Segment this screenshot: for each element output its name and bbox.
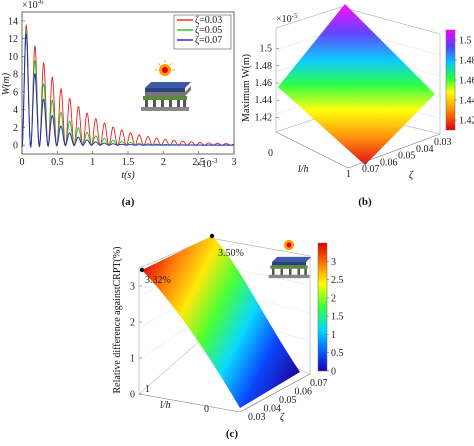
panel-b-zeta-ticks: 0.070.060.050.040.03 (362, 137, 452, 175)
panel-b-surface (278, 4, 435, 165)
panel-a-caption: (a) (122, 196, 135, 208)
panel-b-colorbar-tick-label: 1.46 (459, 76, 474, 87)
panel-c-z-tick-label: 1 (130, 354, 135, 365)
panel-c-colorbar-tick-label: 1 (331, 330, 336, 341)
panel-b-lh-tick: 1 (346, 169, 351, 180)
panel-b-axis-lines (275, 131, 441, 169)
panel-b-colorbar-ticks: 1.42 1.44 1.46 1.48 1.5 (455, 36, 474, 127)
panel-a-y-tick-label: 4 (13, 105, 18, 116)
panel-b-z-tick-label: 1.42 (255, 112, 273, 123)
panel-c-lh-tick: 1 (145, 384, 150, 395)
panel-c-z-tick-label: 0 (130, 390, 135, 401)
panel-a-y-tick-label: 14 (8, 16, 18, 27)
panel-b-z-tick-label: 1.46 (255, 78, 273, 89)
panel-a-y-tick-label: 8 (13, 70, 18, 81)
panel-c-colorbar-tick-label: 2 (331, 293, 336, 304)
panel-a-y-ticks: 0 2 4 6 8 10 12 14 (8, 16, 25, 152)
panel-c-x-axis-label: l/h (160, 400, 171, 411)
panel-b-z-tick-label: 1.5 (260, 44, 273, 55)
panel-a-legend-label: ζ=0.07 (195, 35, 222, 46)
panel-c-z-ticks: 0 1 2 3 (130, 282, 142, 401)
panel-b-zeta-tick-label: 0.04 (416, 144, 434, 155)
panel-b-colorbar-tick-label: 1.5 (459, 36, 472, 47)
panel-a-x-ticks: 0 0.5 1 1.5 2 2.5 3 (20, 151, 237, 168)
panel-b-y-axis-label: ζ (409, 170, 414, 181)
panel-c-annotation-point-2 (209, 233, 215, 239)
panel-a-y-tick-label: 6 (13, 87, 18, 98)
panel-c-colorbar-tick-label: 1.5 (331, 312, 344, 323)
panel-c-z-axis-label: Relative difference againstCRPT(%) (112, 247, 123, 394)
panel-a-legend-label: ζ=0.03 (195, 15, 222, 26)
nanostructure-icon (268, 239, 312, 279)
panel-c-colorbar-tick-label: 0 (331, 367, 336, 378)
panel-b-z-axis-label: Maximum W(m) (241, 54, 252, 122)
panel-c-zeta-tick-label: 0.03 (248, 412, 266, 423)
panel-b-colorbar-tick-label: 1.48 (459, 56, 474, 67)
panel-a-x-exponent: ×10-3 (196, 157, 218, 170)
panel-c-colorbar (317, 242, 328, 372)
panel-b-zeta-tick-label: 0.07 (362, 164, 380, 175)
panel-c-colorbar-tick-label: 2.5 (331, 275, 344, 286)
panel-c-annotation-2: 3.50% (218, 248, 244, 259)
panel-a-y-exponent: ×10-6 (22, 0, 44, 11)
panel-c-annotation-1: 3.32% (145, 275, 171, 286)
panel-c-zeta-ticks: 0.030.040.050.060.07 (248, 378, 328, 423)
panel-a-series-line (21, 33, 234, 148)
panel-a-y-tick-label: 10 (8, 52, 18, 63)
panel-c-zeta-tick-label: 0.06 (295, 387, 313, 398)
panel-b-lh-tick: 0 (268, 148, 273, 159)
panel-a-x-tick-label: 1.5 (122, 157, 135, 168)
panel-b-colorbar-tick-label: 1.42 (459, 116, 474, 127)
panel-a-y-axis-label: W(m) (1, 72, 12, 95)
panel-b-zeta-tick-label: 0.05 (398, 151, 416, 162)
panel-c-colorbar-tick-label: 0.5 (331, 348, 344, 359)
panel-b-colorbar-tick-label: 1.44 (459, 96, 474, 107)
panel-a: 0 2 4 6 8 10 12 14 0 0.5 1 1.5 2 2.5 3 ×10-6 ×10-3 W(… (1, 0, 237, 208)
panel-a-legend: ζ=0.03ζ=0.05ζ=0.07 (173, 14, 232, 50)
panel-b-z-tick-label: 1.48 (255, 61, 273, 72)
panel-a-series-group (21, 23, 235, 149)
panel-b-z-ticks: 1.42 1.44 1.46 1.48 1.5 (255, 44, 279, 123)
panel-c-caption: (c) (226, 428, 239, 440)
panel-a-y-tick-label: 2 (13, 123, 18, 134)
panel-b-zeta-tick-label: 0.06 (380, 157, 398, 168)
panel-a-y-tick-label: 0 (13, 141, 18, 152)
panel-b-colorbar (445, 29, 456, 131)
panel-a-x-tick-label: 0 (20, 157, 25, 168)
panel-b: 1.42 1.44 1.46 1.48 1.5 0.070.060.050.040.03… (241, 4, 474, 208)
panel-a-x-tick-label: 1 (90, 157, 95, 168)
nanostructure-icon (141, 60, 191, 111)
panel-a-x-tick-label: 3 (232, 157, 237, 168)
panel-c-zeta-tick-label: 0.07 (310, 378, 328, 389)
panel-b-caption: (b) (358, 196, 372, 208)
panel-c-zeta-tick-label: 0.05 (279, 395, 297, 406)
panel-c-colorbar-tick-label: 3 (331, 257, 336, 268)
panel-c-colorbar-ticks: 0 0.5 1 1.5 2 2.5 3 (327, 257, 344, 378)
panel-a-legend-label: ζ=0.05 (195, 25, 222, 36)
panel-a-y-tick-label: 12 (8, 34, 18, 45)
panel-a-x-tick-label: 2.5 (192, 157, 205, 168)
panel-c-axis-lines (138, 373, 311, 413)
panel-b-x-axis-label: l/h (298, 164, 309, 175)
panel-a-x-tick-label: 2 (161, 157, 166, 168)
panel-c-annotation-point-1 (139, 267, 145, 273)
panel-b-zeta-tick-label: 0.03 (434, 137, 452, 148)
panel-b-z-exponent: ×10-5 (276, 12, 298, 25)
panel-c-lh-tick: 0 (204, 404, 209, 415)
panel-a-x-tick-label: 0.5 (51, 157, 64, 168)
panel-c-z-tick-label: 3 (130, 282, 135, 293)
panel-c-z-tick-label: 2 (130, 318, 135, 329)
panel-b-z-tick-label: 1.44 (255, 95, 273, 106)
panel-c-zeta-tick-label: 0.04 (264, 404, 282, 415)
panel-c-surface (142, 236, 300, 408)
panel-c-y-axis-label: ζ (280, 412, 285, 423)
panel-a-x-axis-label: t(s) (121, 170, 135, 181)
